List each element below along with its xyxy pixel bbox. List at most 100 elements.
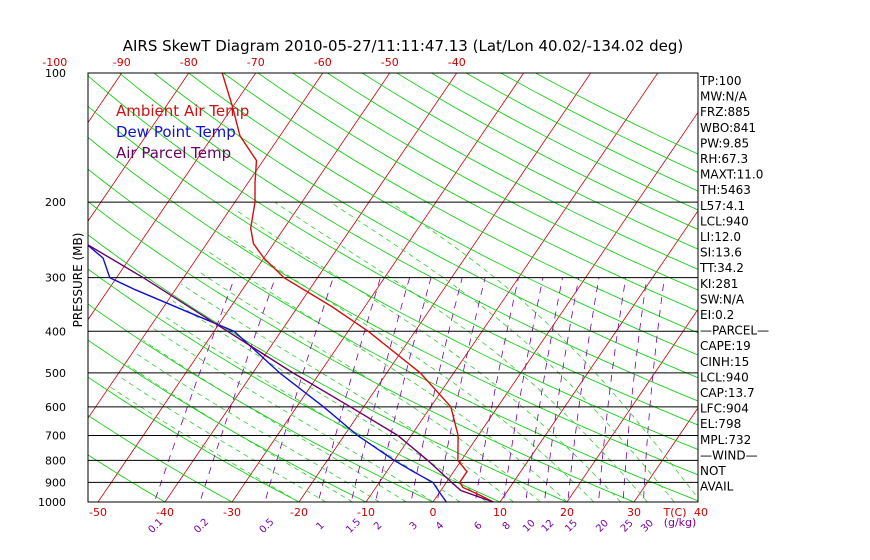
mixing-ratio-line — [502, 277, 544, 502]
isotherm-line — [499, 210, 698, 502]
mixing-ratio-line — [436, 277, 486, 502]
dry-adiabat-line — [292, 73, 698, 291]
moist-adiabat-line — [198, 271, 541, 502]
mixing-ratio-line — [598, 277, 627, 502]
legend-item: Dew Point Temp — [116, 123, 236, 141]
top-temp-tick-label: -40 — [448, 56, 466, 69]
mixing-ratio-tick-label: 15 — [563, 518, 580, 535]
bottom-temp-tick-label: -40 — [156, 506, 174, 519]
moist-adiabat-line — [127, 364, 353, 502]
mixing-ratio-tick-label: 6 — [472, 520, 484, 532]
dry-adiabat-line — [88, 234, 568, 502]
dry-adiabat-line — [223, 73, 698, 334]
top-temp-tick-label: -50 — [381, 56, 399, 69]
x-axis-label: T(C) — [663, 506, 687, 519]
dry-adiabat-line — [431, 73, 698, 211]
dry-adiabat-line — [88, 105, 698, 451]
legend: Ambient Air Temp Dew Point Temp Air Parcel… — [116, 102, 249, 162]
moist-adiabat-line — [180, 283, 514, 502]
moist-adiabat-line — [119, 376, 327, 502]
index-item: MPL:732 — [700, 433, 751, 447]
mixing-ratio-tick-label: 25 — [619, 518, 636, 535]
dry-adiabat-line — [88, 136, 698, 476]
dry-adiabat-line — [257, 73, 698, 312]
bottom-temp-tick-label: 0 — [430, 506, 437, 519]
index-item: NOT — [700, 464, 726, 478]
index-item: TP:100 — [699, 74, 742, 88]
isotherm-line — [88, 73, 123, 124]
mixing-ratio-line — [567, 277, 600, 502]
moist-adiabat-line — [172, 300, 487, 502]
mixing-ratio-tick-label: 3 — [408, 520, 420, 532]
pressure-tick-label: 100 — [45, 67, 66, 80]
pressure-tick-label: 900 — [45, 476, 66, 489]
mixing-ratio-line — [410, 277, 463, 502]
mixing-ratio-line — [153, 277, 235, 502]
top-temp-tick-label: -90 — [113, 56, 131, 69]
series-line — [88, 244, 447, 502]
mixing-ratio-tick-label: 0.5 — [258, 517, 277, 536]
mixing-ratio-line — [350, 277, 410, 502]
dry-adiabat-line — [188, 73, 698, 356]
moist-adiabat-line — [165, 316, 461, 502]
chart-title: AIRS SkewT Diagram 2010-05-27/11:11:47.1… — [123, 37, 684, 55]
dry-adiabat-line — [153, 73, 698, 379]
mixing-ratio-line — [525, 277, 563, 502]
index-item: CAP:13.7 — [700, 386, 755, 400]
moist-adiabat-line — [207, 250, 568, 502]
index-item: LCL:940 — [700, 370, 749, 384]
bottom-temp-tick-label: -10 — [357, 506, 375, 519]
isotherm-line — [829, 73, 870, 511]
index-item: —PARCEL— — [700, 324, 769, 338]
mixing-ratio-tick-label: 1.5 — [344, 517, 363, 536]
index-item: L57:4.1 — [700, 199, 745, 213]
pressure-tick-label: 700 — [45, 430, 66, 443]
pressure-tick-label: 800 — [45, 454, 66, 467]
isotherm-line — [0, 73, 55, 511]
mixing-ratio-tick-label: 0.1 — [147, 517, 166, 536]
mixing-ratio-tick-label: 20 — [594, 518, 611, 535]
pressure-tick-label: 400 — [45, 325, 66, 338]
pressure-tick-label: 300 — [45, 272, 66, 285]
mixing-ratio-line — [622, 277, 648, 502]
top-temp-tick-label: -60 — [314, 56, 332, 69]
bottom-temp-tick-label: 30 — [627, 506, 641, 519]
bottom-temp-tick-label: -50 — [89, 506, 107, 519]
dry-adiabat-line — [88, 75, 698, 426]
index-item: AVAIL — [700, 480, 734, 494]
isotherm-line — [762, 73, 870, 511]
dry-adiabat-line — [327, 73, 698, 270]
dry-adiabat-line — [361, 73, 698, 250]
mixing-ratio-line — [642, 277, 665, 502]
dry-adiabat-line — [119, 73, 698, 402]
bottom-temp-tick-label: 10 — [493, 506, 507, 519]
dry-adiabat-line — [88, 168, 698, 502]
isotherm-line — [88, 73, 324, 419]
index-item: KI:281 — [700, 277, 738, 291]
mixing-ratio-tick-label: 1 — [314, 520, 326, 532]
mixing-ratio-unit-label: (g/kg) — [664, 516, 697, 529]
series-line — [221, 73, 494, 502]
isotherm-line — [633, 407, 698, 502]
index-item: TH:5463 — [699, 183, 751, 197]
top-temp-tick-label: -100 — [42, 56, 67, 69]
index-item: SI:13.6 — [700, 246, 742, 260]
mixing-ratio-tick-label: 4 — [434, 520, 446, 532]
mixing-ratio-tick-label: 0.2 — [192, 517, 211, 536]
pressure-tick-label: 600 — [45, 401, 66, 414]
index-item: MW:N/A — [700, 90, 748, 104]
bottom-temp-tick-label: -20 — [290, 506, 308, 519]
mixing-ratio-line — [199, 277, 276, 502]
mixing-ratio-tick-label: 12 — [540, 518, 557, 535]
legend-item: Air Parcel Temp — [116, 144, 231, 162]
pressure-tick-label: 1000 — [38, 496, 66, 509]
isotherm-line — [88, 73, 190, 222]
bottom-temp-tick-label: 40 — [694, 506, 708, 519]
moist-adiabat-line — [330, 201, 675, 502]
pressure-tick-label: 500 — [45, 367, 66, 380]
isotherm-line — [231, 73, 525, 502]
mixing-ratio-tick-label: 10 — [521, 518, 538, 535]
moist-adiabat-line — [110, 386, 300, 502]
